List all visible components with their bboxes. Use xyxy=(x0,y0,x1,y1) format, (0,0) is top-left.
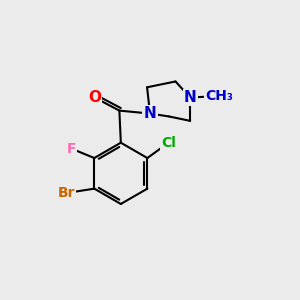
Text: N: N xyxy=(144,106,156,121)
Text: CH₃: CH₃ xyxy=(205,89,233,103)
Text: N: N xyxy=(144,106,156,121)
Text: O: O xyxy=(88,90,101,105)
Text: Cl: Cl xyxy=(161,136,176,150)
Text: F: F xyxy=(67,142,76,156)
Text: Br: Br xyxy=(58,186,75,200)
Text: N: N xyxy=(184,90,196,105)
